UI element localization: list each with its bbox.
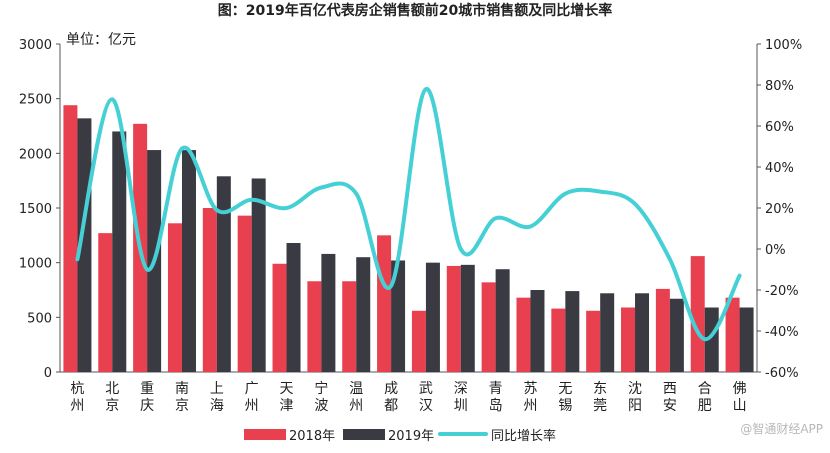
legend: 2018年 2019年 同比增长率 <box>244 428 556 444</box>
x-tick-label: 无锡 <box>558 381 572 414</box>
x-tick-label: 天津 <box>280 381 294 414</box>
y-right-tick-label: -60% <box>765 366 799 381</box>
bar-2019-1 <box>112 131 127 372</box>
axes: 0 500 1000 1500 2000 2500 3000 -60% -40% -20% 0% 20… <box>19 38 802 381</box>
y-right-tick-label: -20% <box>765 284 799 299</box>
bar-2018-16 <box>621 307 636 372</box>
bar-2018-11 <box>446 265 461 372</box>
bar-2019-6 <box>286 242 301 372</box>
bar-2018-13 <box>516 297 531 372</box>
bar-2018-15 <box>586 310 601 372</box>
bar-2018-4 <box>202 208 217 372</box>
bar-2019-4 <box>216 176 231 372</box>
chart-title: 图：2019年百亿代表房企销售额前20城市销售额及同比增长率 <box>218 2 612 19</box>
x-tick-label: 杭州 <box>70 381 84 414</box>
x-tick-label: 温州 <box>349 381 363 414</box>
bar-2018-1 <box>98 233 113 372</box>
legend-label-2018: 2018年 <box>289 429 335 444</box>
bar-2018-10 <box>411 310 426 372</box>
x-tick-label: 佛山 <box>733 381 747 414</box>
bar-2018-3 <box>167 223 182 372</box>
x-tick-label: 北京 <box>105 381 119 414</box>
bar-2018-9 <box>377 235 392 372</box>
y-left-tick-label: 2000 <box>19 147 52 162</box>
bar-2018-12 <box>481 282 496 372</box>
x-tick-label: 沈阳 <box>628 381 642 414</box>
y-right-tick-label: -40% <box>765 325 799 340</box>
growth-line-path <box>75 87 742 342</box>
bar-2018-18 <box>690 256 705 372</box>
y-left-tick-label: 500 <box>27 311 52 326</box>
bar-2019-19 <box>739 307 754 372</box>
bar-2018-8 <box>342 281 357 372</box>
bar-2019-9 <box>391 260 406 372</box>
x-tick-label: 广州 <box>245 381 259 414</box>
y-left-tick-label: 2500 <box>19 93 52 108</box>
bar-2018-14 <box>551 308 566 372</box>
x-tick-label: 合肥 <box>698 381 712 414</box>
x-tick-label: 南京 <box>175 381 189 414</box>
growth-line <box>75 87 742 342</box>
y-left-tick-label: 1500 <box>19 202 52 217</box>
x-tick-label: 上海 <box>210 381 224 414</box>
bars <box>63 105 754 373</box>
x-tick-label: 成都 <box>384 381 398 414</box>
bar-2019-14 <box>565 291 580 372</box>
x-tick-label: 西安 <box>663 381 677 414</box>
legend-label-growth: 同比增长率 <box>491 428 556 444</box>
bar-2019-8 <box>356 257 371 372</box>
bar-2019-10 <box>425 262 440 372</box>
legend-swatch-2018 <box>244 429 286 440</box>
bar-2018-17 <box>655 288 670 372</box>
y-left-tick-label: 1000 <box>19 257 52 272</box>
unit-label: 单位：亿元 <box>66 32 136 48</box>
y-right-tick-label: 60% <box>765 120 794 135</box>
bar-2019-3 <box>181 150 196 372</box>
x-tick-label: 宁波 <box>314 380 328 414</box>
watermark: @智通财经APP <box>740 421 823 436</box>
y-right-tick-label: 100% <box>765 38 802 53</box>
bar-2019-15 <box>600 293 615 372</box>
x-tick-label: 东莞 <box>593 381 607 414</box>
bar-2019-12 <box>495 269 510 372</box>
x-tick-label: 深圳 <box>454 381 468 414</box>
legend-label-2019: 2019年 <box>388 429 434 444</box>
bar-2019-5 <box>251 178 266 372</box>
bar-2019-11 <box>460 264 475 372</box>
y-left-tick-label: 3000 <box>19 38 52 53</box>
y-right-tick-label: 0% <box>765 243 786 258</box>
bar-2018-6 <box>272 263 287 372</box>
legend-swatch-2019 <box>343 429 385 440</box>
y-right-tick-label: 40% <box>765 161 794 176</box>
x-tick-label: 青岛 <box>489 381 503 414</box>
bar-2019-0 <box>77 118 92 372</box>
bar-2019-16 <box>635 293 650 372</box>
x-tick-label: 苏州 <box>523 381 537 414</box>
y-right-tick-label: 20% <box>765 202 794 217</box>
bar-2018-19 <box>725 297 740 372</box>
bar-2018-7 <box>307 281 322 372</box>
bar-2018-5 <box>237 215 252 372</box>
bar-2019-7 <box>321 253 336 372</box>
bar-2019-13 <box>530 290 545 372</box>
bar-2019-18 <box>704 307 719 372</box>
bar-2019-17 <box>669 298 684 372</box>
y-right-tick-label: 80% <box>765 79 794 94</box>
x-tick-label: 重庆 <box>140 381 154 414</box>
bar-2018-0 <box>63 105 78 372</box>
x-tick-label: 武汉 <box>419 381 433 414</box>
y-left-tick-label: 0 <box>44 366 52 381</box>
